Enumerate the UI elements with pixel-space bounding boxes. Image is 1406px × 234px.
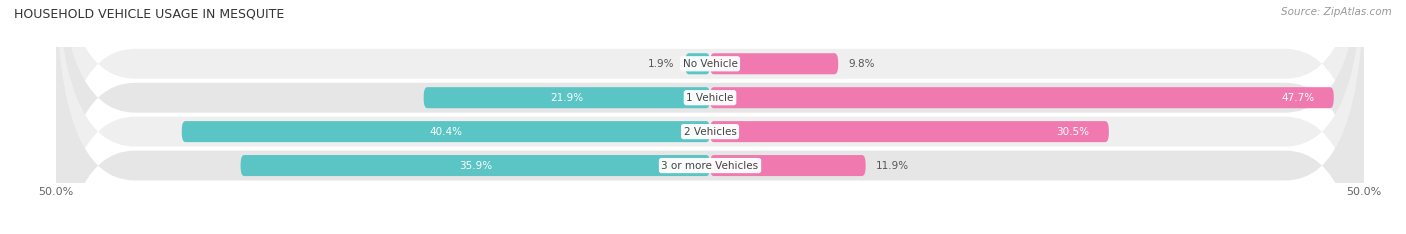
FancyBboxPatch shape: [423, 87, 710, 108]
Text: 2 Vehicles: 2 Vehicles: [683, 127, 737, 137]
FancyBboxPatch shape: [56, 0, 1364, 234]
Text: 30.5%: 30.5%: [1056, 127, 1090, 137]
Text: 1.9%: 1.9%: [648, 59, 675, 69]
FancyBboxPatch shape: [56, 0, 1364, 234]
Text: 9.8%: 9.8%: [849, 59, 875, 69]
Text: No Vehicle: No Vehicle: [682, 59, 738, 69]
Text: 35.9%: 35.9%: [458, 161, 492, 171]
Text: 1 Vehicle: 1 Vehicle: [686, 93, 734, 103]
Text: 40.4%: 40.4%: [429, 127, 463, 137]
FancyBboxPatch shape: [710, 155, 866, 176]
Text: 3 or more Vehicles: 3 or more Vehicles: [661, 161, 759, 171]
FancyBboxPatch shape: [56, 0, 1364, 234]
FancyBboxPatch shape: [181, 121, 710, 142]
FancyBboxPatch shape: [710, 53, 838, 74]
Legend: Owner-occupied, Renter-occupied: Owner-occupied, Renter-occupied: [593, 233, 827, 234]
Text: 11.9%: 11.9%: [876, 161, 910, 171]
FancyBboxPatch shape: [710, 87, 1334, 108]
FancyBboxPatch shape: [240, 155, 710, 176]
Text: HOUSEHOLD VEHICLE USAGE IN MESQUITE: HOUSEHOLD VEHICLE USAGE IN MESQUITE: [14, 7, 284, 20]
FancyBboxPatch shape: [685, 53, 710, 74]
Text: 21.9%: 21.9%: [550, 93, 583, 103]
Text: Source: ZipAtlas.com: Source: ZipAtlas.com: [1281, 7, 1392, 17]
FancyBboxPatch shape: [56, 0, 1364, 234]
Text: 47.7%: 47.7%: [1281, 93, 1315, 103]
FancyBboxPatch shape: [710, 121, 1109, 142]
